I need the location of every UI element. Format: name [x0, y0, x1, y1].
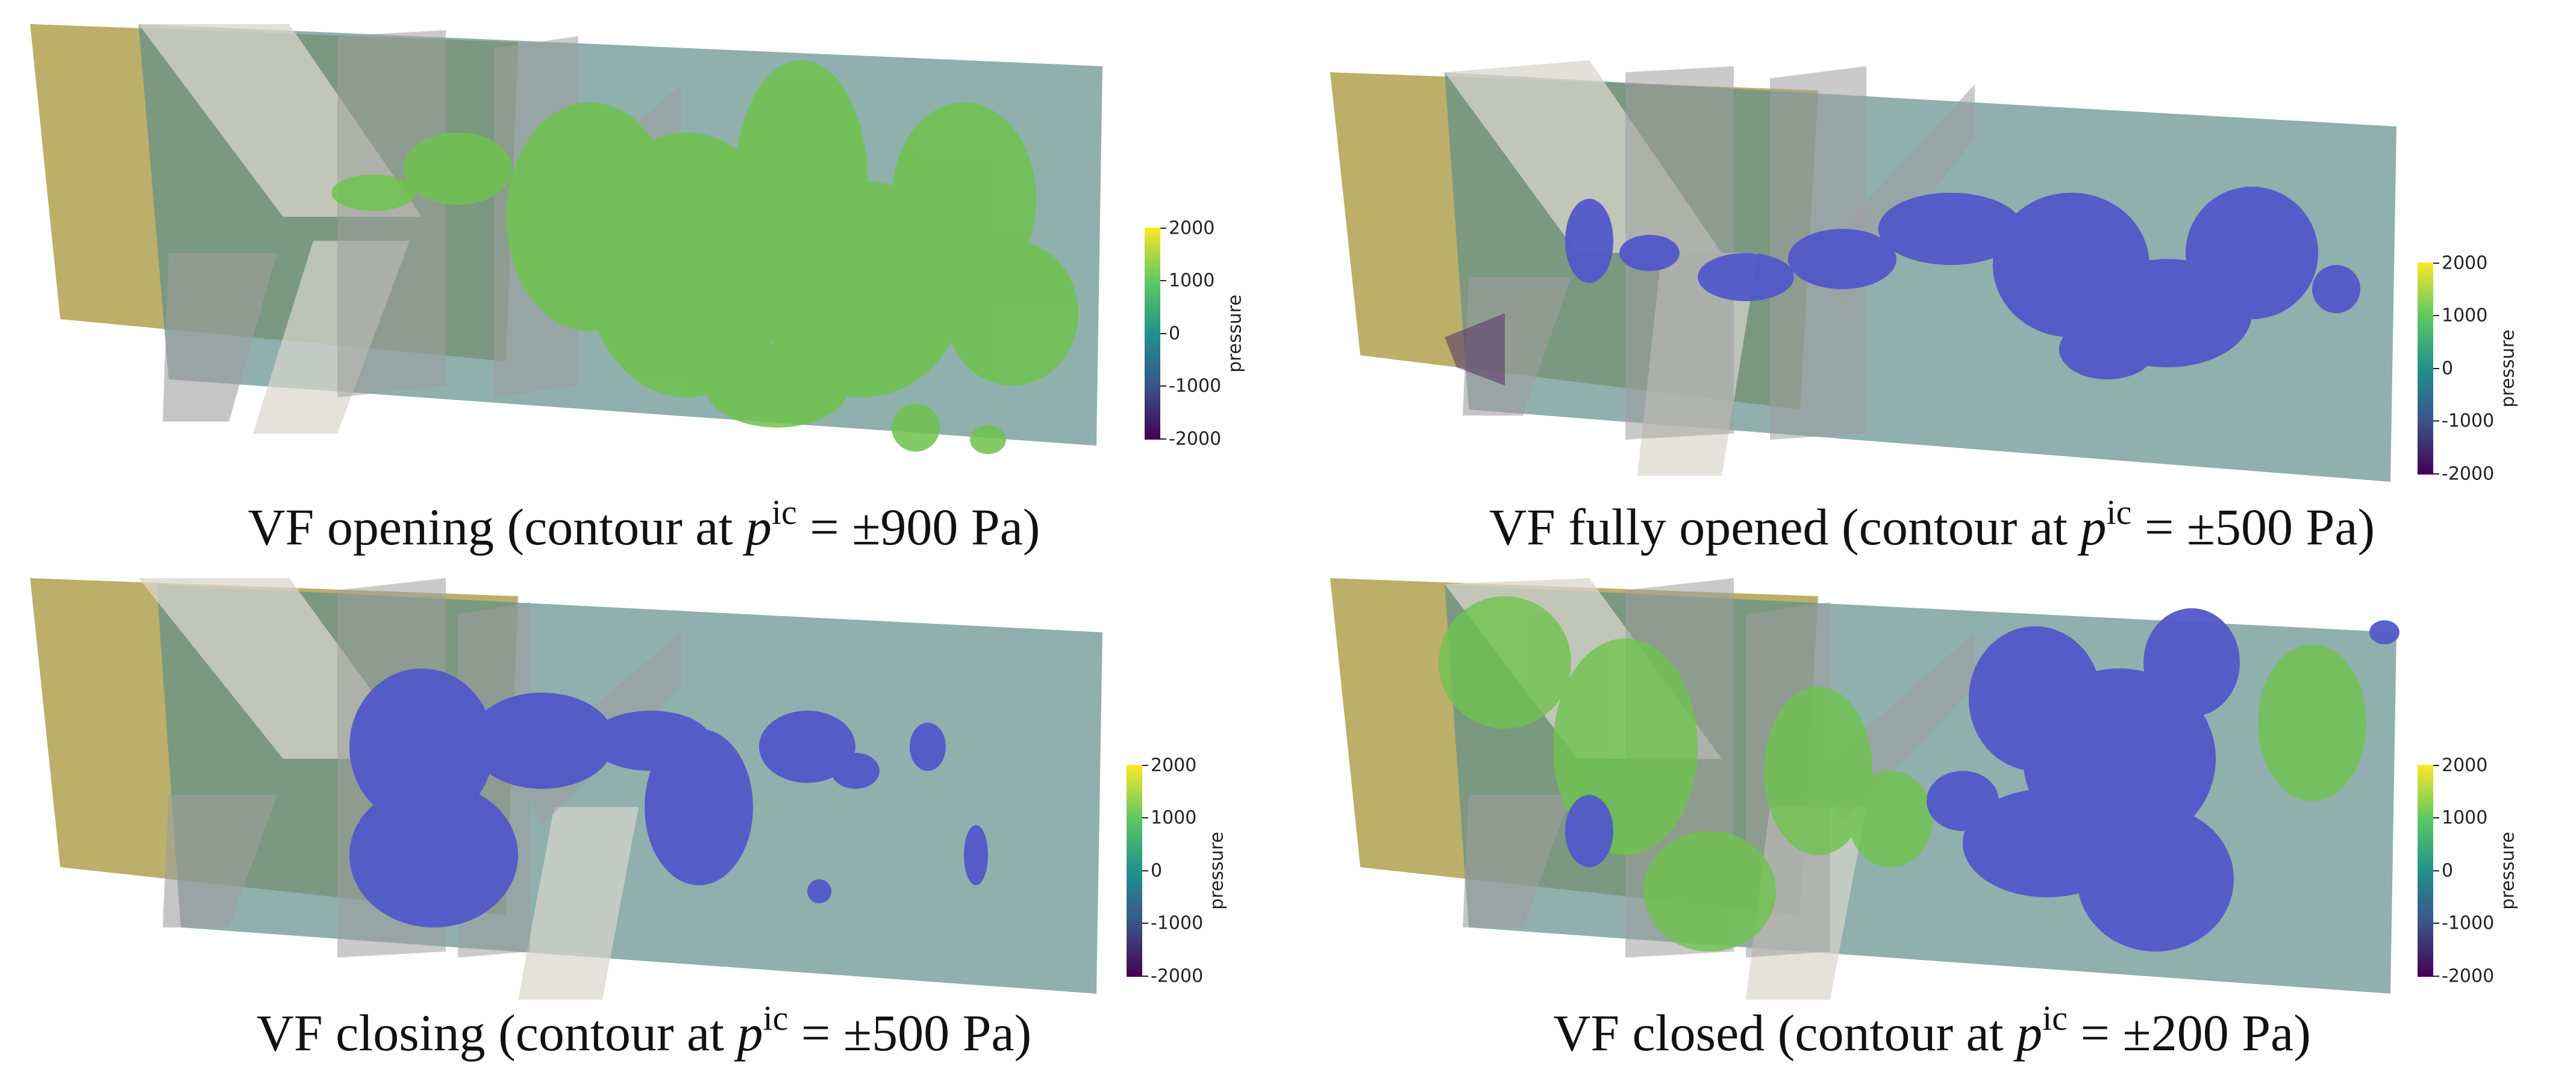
isosurface-blue [1565, 608, 2399, 952]
colorbar: 2000 1000 0 -1000 -2000 pressure [2418, 755, 2538, 994]
colorbar-tick: 1000 [2442, 807, 2488, 829]
colorbar-gradient [1145, 228, 1160, 440]
colorbar-tick: 1000 [2442, 305, 2488, 326]
caption-vf-fully-opened: VF fully opened (contour at pic = ±500 P… [1489, 493, 2375, 556]
colorbar-tick: 2000 [2442, 252, 2488, 274]
colorbar-tick: 1000 [1169, 270, 1215, 291]
scene-vf-fully-opened [1330, 60, 2396, 482]
colorbar-title: pressure [1224, 294, 1246, 373]
colorbar-tick: 0 [2442, 358, 2454, 379]
colorbar: 2000 1000 0 -1000 -2000 pressure [1145, 218, 1265, 456]
colorbar-tick: -1000 [2442, 912, 2495, 934]
panel-vf-closing: 2000 1000 0 -1000 -2000 pressure VF clos… [0, 542, 1288, 1084]
isosurface-blue [349, 668, 988, 927]
caption-vf-opening: VF opening (contour at pic = ±900 Pa) [248, 493, 1040, 556]
scene-vf-closed [1330, 578, 2399, 1000]
colorbar-tick: -2000 [2442, 965, 2495, 987]
scene-vf-opening [30, 24, 1102, 454]
colorbar-tick: 2000 [1151, 755, 1197, 776]
colorbar-gradient [2418, 263, 2433, 475]
panel-vf-opening: 2000 1000 0 -1000 -2000 pressure VF open… [0, 0, 1288, 553]
colorbar-title: pressure [2497, 832, 2519, 910]
colorbar-tick: 0 [1169, 323, 1181, 344]
colorbar-tick: 2000 [1169, 217, 1215, 239]
caption-vf-closed: VF closed (contour at pic = ±200 Pa) [1553, 998, 2311, 1062]
isosurface-green [331, 60, 1078, 454]
colorbar-tick: -1000 [1169, 375, 1222, 397]
colorbar-tick: -2000 [1151, 965, 1204, 987]
colorbar-tick: -1000 [2442, 410, 2495, 432]
panel-vf-fully-opened: 2000 1000 0 -1000 -2000 pressure VF full… [1288, 0, 2576, 553]
colorbar-tick: 2000 [2442, 755, 2488, 776]
colorbar-gradient [2418, 765, 2433, 977]
colorbar-gradient [1127, 765, 1142, 977]
isosurface-blue [1565, 187, 2360, 379]
isosurface-green [1439, 596, 2366, 952]
colorbar-tick: -2000 [1169, 428, 1222, 450]
colorbar-tick: -2000 [2442, 463, 2495, 485]
colorbar-tick: 0 [1151, 860, 1163, 882]
colorbar-tick: 1000 [1151, 807, 1197, 829]
panel-vf-closed: 2000 1000 0 -1000 -2000 pressure VF clos… [1288, 542, 2576, 1084]
caption-vf-closing: VF closing (contour at pic = ±500 Pa) [256, 998, 1032, 1062]
scene-vf-closing [30, 578, 1102, 1000]
colorbar-title: pressure [2497, 329, 2519, 408]
colorbar-tick: -1000 [1151, 912, 1204, 934]
colorbar-title: pressure [1206, 832, 1228, 910]
colorbar: 2000 1000 0 -1000 -2000 pressure [1127, 755, 1247, 994]
colorbar-tick: 0 [2442, 860, 2454, 882]
colorbar: 2000 1000 0 -1000 -2000 pressure [2418, 253, 2538, 491]
